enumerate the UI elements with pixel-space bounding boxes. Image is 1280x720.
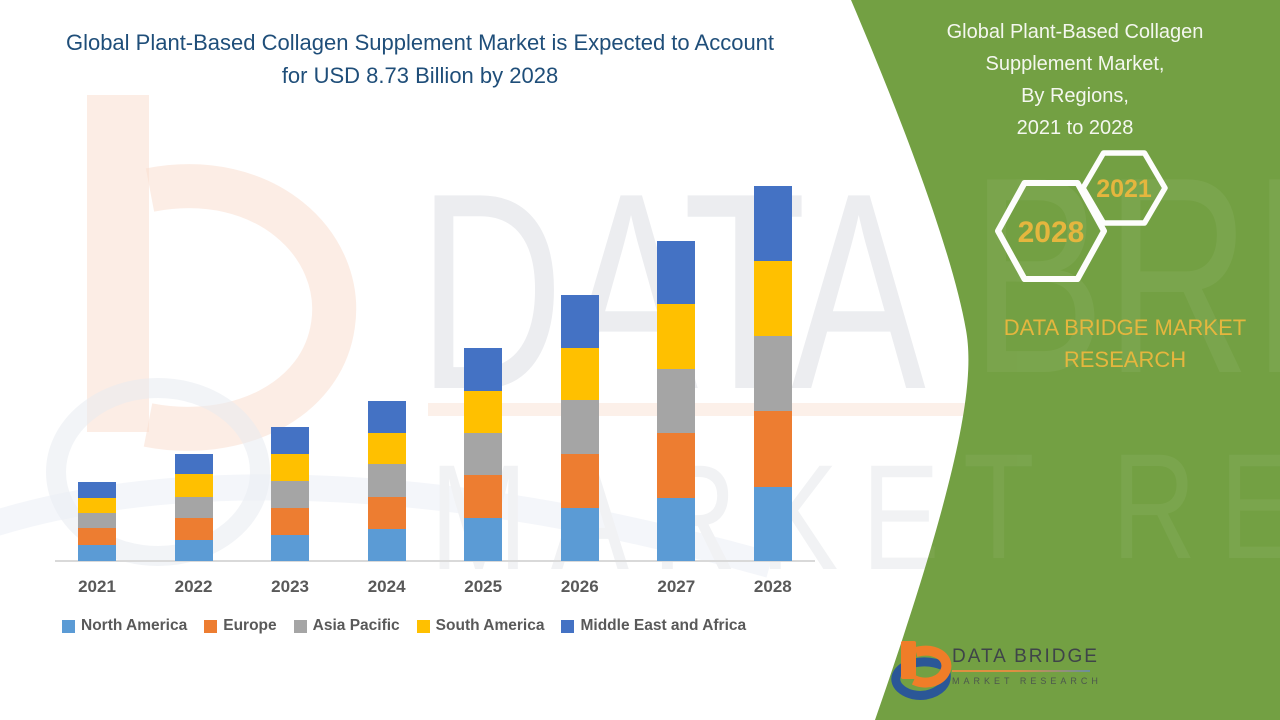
- company-logo: DATA BRIDGE MARKET RESEARCH: [888, 636, 1118, 712]
- legend-label: Asia Pacific: [312, 617, 400, 634]
- bar-segment-2026-middle-east-and-africa: [560, 294, 599, 348]
- bar-segment-2028-middle-east-and-africa: [753, 186, 792, 261]
- bar-segment-2025-south-america: [464, 390, 503, 434]
- bar-segment-2025-europe: [464, 475, 503, 519]
- bar-segment-2022-asia-pacific: [174, 496, 213, 519]
- side-title-line3: By Regions,: [1021, 85, 1129, 107]
- bar-segment-2028-south-america: [753, 260, 792, 336]
- bar-segment-2021-europe: [78, 528, 116, 545]
- legend-item-europe: Europe: [204, 617, 277, 635]
- bar-segment-2028-north-america: [753, 486, 792, 561]
- bar-segment-2023-europe: [271, 507, 310, 535]
- bar-segment-2026-asia-pacific: [560, 399, 599, 455]
- x-axis-label-2028: 2028: [753, 577, 792, 596]
- side-panel-title: Global Plant-Based Collagen Supplement M…: [880, 16, 1270, 144]
- bar-segment-2025-middle-east-and-africa: [464, 347, 503, 391]
- legend-item-middle-east-and-africa: Middle East and Africa: [561, 617, 746, 635]
- chart-title-line2: for USD 8.73 Billion by 2028: [281, 63, 559, 88]
- x-axis-label-2027: 2027: [657, 577, 696, 596]
- bar-segment-2022-north-america: [174, 539, 213, 561]
- brand-name-line1: DATA BRIDGE MARKET: [1003, 315, 1247, 340]
- bar-segment-2023-asia-pacific: [271, 481, 310, 508]
- legend-swatch-icon: [561, 619, 575, 633]
- bar-segment-2027-europe: [657, 433, 696, 499]
- bar-segment-2021-north-america: [78, 544, 116, 561]
- side-title-line4: 2021 to 2028: [1016, 117, 1134, 139]
- legend-label: North America: [81, 617, 188, 634]
- bar-segment-2024-asia-pacific: [367, 464, 406, 497]
- legend-item-north-america: North America: [62, 617, 187, 635]
- bar-segment-2022-europe: [174, 518, 213, 540]
- chart-title-line1: Global Plant-Based Collagen Supplement M…: [65, 30, 775, 55]
- side-title-line2: Supplement Market,: [985, 53, 1165, 75]
- brand-name-gold: DATA BRIDGE MARKET RESEARCH: [985, 312, 1265, 376]
- chart-legend: North America Europe Asia Pacific South Ame…: [62, 617, 746, 635]
- bar-segment-2021-middle-east-and-africa: [78, 481, 116, 498]
- bar-segment-2027-south-america: [657, 303, 696, 369]
- bar-segment-2021-south-america: [78, 497, 116, 513]
- bar-segment-2026-south-america: [560, 347, 599, 400]
- bar-segment-2023-south-america: [271, 454, 310, 482]
- logo-b-stem: [901, 641, 916, 679]
- bar-segment-2028-asia-pacific: [753, 335, 792, 412]
- watermark-swirl-icon: [46, 378, 270, 566]
- bar-segment-2023-middle-east-and-africa: [271, 426, 310, 455]
- legend-swatch-icon: [204, 619, 218, 633]
- x-axis-label-2023: 2023: [271, 577, 309, 596]
- legend-label: South America: [435, 617, 545, 634]
- data-bridge-logo-icon: [891, 641, 952, 700]
- hexagon-2021-icon: [1080, 150, 1168, 226]
- side-panel-shape: [851, 0, 1280, 720]
- side-title-line1: Global Plant-Based Collagen: [946, 21, 1204, 43]
- watermark-on-green-row2: MARKET RESEARCH: [430, 422, 1280, 590]
- bar-segment-2024-middle-east-and-africa: [367, 400, 406, 433]
- legend-item-south-america: South America: [416, 617, 545, 635]
- bar-segment-2027-middle-east-and-africa: [657, 240, 696, 304]
- bar-segment-2027-north-america: [657, 498, 696, 561]
- legend-label: Europe: [223, 617, 277, 634]
- bar-segment-2025-north-america: [464, 518, 503, 561]
- x-axis-label-2026: 2026: [560, 577, 599, 596]
- legend-label: Middle East and Africa: [580, 617, 747, 634]
- legend-swatch-icon: [293, 619, 307, 633]
- legend-item-asia-pacific: Asia Pacific: [293, 617, 400, 635]
- bar-segment-2024-north-america: [367, 529, 406, 561]
- legend-swatch-icon: [62, 619, 75, 633]
- logo-b-bowl: [911, 645, 952, 688]
- logo-swoosh-icon: [891, 657, 951, 700]
- bar-segment-2022-south-america: [174, 474, 213, 497]
- year-hexagons: 2028 2021: [995, 150, 1168, 282]
- hexagon-2028-icon: [995, 180, 1107, 282]
- legend-swatch-icon: [416, 619, 430, 633]
- bar-segment-2025-asia-pacific: [464, 433, 503, 476]
- bar-segment-2028-europe: [753, 411, 792, 487]
- x-axis-label-2022: 2022: [174, 577, 213, 596]
- hexagon-2028-label: 2028: [1018, 216, 1085, 249]
- logo-name-text: DATA BRIDGE: [952, 646, 1099, 667]
- bar-segment-2023-north-america: [271, 534, 310, 561]
- x-axis-label-2025: 2025: [464, 577, 503, 596]
- bar-segment-2027-asia-pacific: [657, 368, 696, 434]
- hexagon-2021-label: 2021: [1096, 175, 1152, 203]
- bar-segment-2024-south-america: [367, 432, 406, 465]
- brand-name-line2: RESEARCH: [1063, 347, 1187, 372]
- bar-segment-2026-north-america: [560, 508, 599, 561]
- x-axis-label-2024: 2024: [367, 577, 406, 596]
- x-axis-label-2021: 2021: [78, 577, 116, 596]
- bar-segment-2022-middle-east-and-africa: [174, 454, 213, 475]
- chart-title: Global Plant-Based Collagen Supplement M…: [0, 26, 840, 92]
- bar-segment-2021-asia-pacific: [78, 512, 116, 529]
- x-axis-line: [55, 560, 815, 562]
- bar-segment-2026-europe: [560, 454, 599, 509]
- logo-tagline-text: MARKET RESEARCH: [952, 676, 1102, 686]
- logo-underline: [952, 670, 1090, 672]
- bar-segment-2024-europe: [367, 496, 406, 530]
